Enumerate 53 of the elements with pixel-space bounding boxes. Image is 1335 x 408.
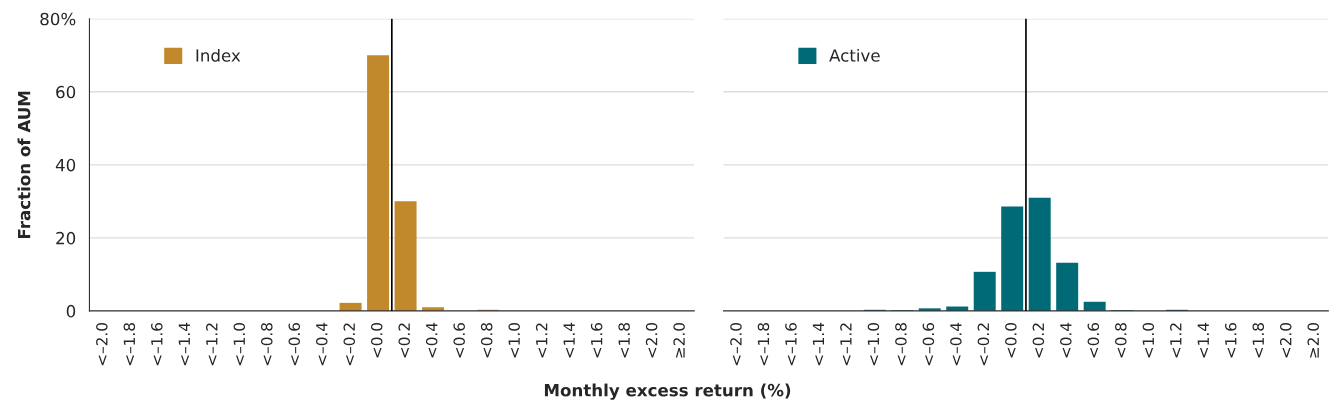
- x-tick-label: <–1.8: [757, 323, 770, 366]
- x-tick-label: <0.8: [480, 323, 493, 358]
- x-tick-label: <2.0: [645, 323, 658, 358]
- x-tick-label: <–1.2: [840, 323, 852, 366]
- x-tick-label: <2.0: [1279, 323, 1292, 358]
- x-tick-label: <–1.4: [812, 322, 824, 366]
- x-tick-label: <1.2: [1170, 323, 1182, 358]
- x-tick-label: <–1.0: [233, 323, 246, 366]
- x-tick-label: <–0.8: [261, 323, 273, 366]
- x-tick-label: <–0.6: [288, 322, 301, 366]
- x-axis-title: Monthly excess return (%): [544, 383, 791, 400]
- x-tick-label: <1.6: [1224, 322, 1237, 358]
- y-tick-label: 20: [56, 231, 76, 245]
- x-tick-label: <–1.2: [206, 323, 218, 366]
- x-tick-label: <0.6: [1087, 322, 1100, 358]
- x-tick-label: <1.4: [563, 322, 575, 358]
- x-tick-label: <0.8: [1115, 323, 1127, 358]
- x-tick-label: <1.0: [1142, 323, 1155, 358]
- x-tick-label: <1.6: [590, 322, 603, 358]
- x-tick-label: <–0.2: [343, 323, 356, 366]
- y-tick-label: 40: [55, 158, 76, 172]
- x-tick-label: <–0.6: [922, 322, 935, 366]
- x-tick-label: <0.2: [1032, 323, 1045, 358]
- x-tick-label: <1.0: [508, 323, 520, 358]
- x-tick-label: <0.4: [425, 322, 438, 358]
- x-tick-label: <0.0: [1005, 323, 1017, 358]
- x-tick-label: <1.2: [535, 323, 548, 358]
- y-tick-label: 60: [56, 85, 76, 99]
- x-tick-label: <–2.0: [730, 323, 742, 366]
- x-tick-label: <–0.4: [315, 322, 328, 366]
- x-tick-label: <1.8: [1252, 323, 1265, 358]
- x-tick-label: <1.8: [618, 323, 630, 358]
- x-tick-label: <0.6: [453, 322, 465, 358]
- x-tick-label: <–1.0: [867, 323, 880, 366]
- y-axis-title: Fraction of AUM: [17, 91, 31, 239]
- legend-label: Index: [196, 48, 241, 62]
- x-tick-label: ≥2.0: [673, 323, 685, 358]
- x-tick-label: <–1.6: [785, 322, 797, 366]
- y-tick-label: 80%: [40, 12, 76, 26]
- x-tick-label: <1.4: [1197, 322, 1209, 358]
- x-tick-label: ≥2.0: [1307, 323, 1320, 358]
- x-tick-label: <0.2: [398, 323, 410, 358]
- x-tick-label: <–1.8: [123, 323, 136, 366]
- x-tick-label: <–1.4: [178, 322, 190, 366]
- legend-label: Active: [829, 48, 880, 62]
- x-tick-label: <–0.8: [895, 323, 907, 366]
- x-tick-label: <–0.2: [977, 323, 990, 366]
- x-tick-label: <0.0: [370, 323, 383, 358]
- x-tick-label: <–2.0: [96, 323, 108, 366]
- x-tick-label: <0.4: [1060, 322, 1072, 358]
- x-tick-label: <–0.4: [950, 322, 962, 366]
- y-tick-label: 0: [66, 304, 76, 318]
- x-tick-label: <–1.6: [151, 322, 163, 366]
